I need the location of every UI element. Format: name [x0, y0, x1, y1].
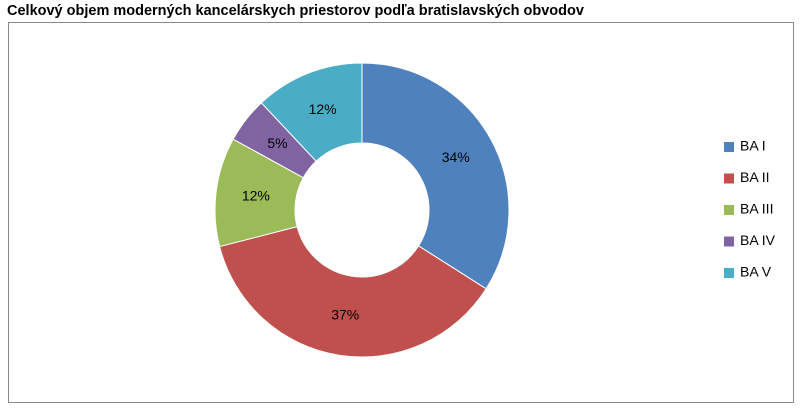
legend-swatch [724, 173, 734, 184]
donut-slice [361, 62, 510, 290]
donut-slice [219, 226, 487, 358]
data-label: 37% [331, 306, 359, 322]
legend-label: BA II [740, 169, 770, 185]
data-label: 12% [309, 101, 337, 117]
legend-swatch [724, 205, 734, 215]
legend-label: BA III [740, 201, 773, 217]
legend-label: BA V [740, 264, 772, 280]
legend-swatch [724, 236, 734, 247]
legend-label: BA IV [740, 232, 776, 248]
data-label: 34% [442, 149, 470, 165]
chart-title: Celkový objem moderných kancelárskych pr… [7, 3, 584, 19]
data-label: 12% [242, 187, 270, 203]
data-label: 5% [267, 135, 287, 151]
donut-slice [260, 62, 363, 162]
legend-swatch [724, 268, 734, 278]
legend-label: BA I [740, 138, 766, 154]
legend-swatch [724, 142, 734, 152]
